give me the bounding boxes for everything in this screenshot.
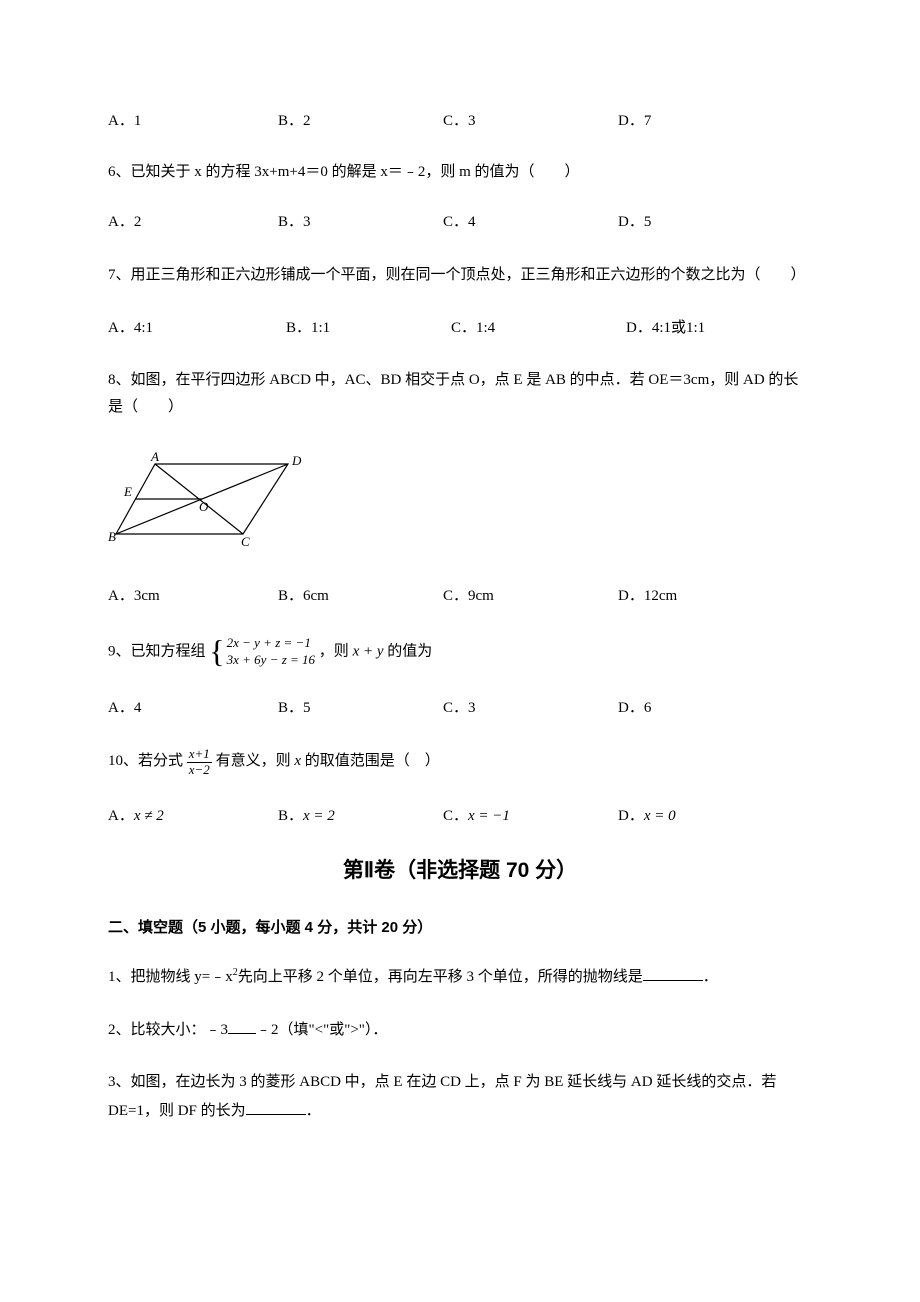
svg-text:B: B — [108, 529, 116, 544]
q6-opt-b: B．3 — [278, 211, 443, 234]
q8-text: 8、如图，在平行四边形 ABCD 中，AC、BD 相交于点 O，点 E 是 AB… — [108, 367, 812, 421]
q8-options: A．3cm B．6cm C．9cm D．12cm — [108, 585, 812, 608]
f1-end: ． — [703, 969, 718, 985]
fill-2: 2、比较大小：﹣3 ﹣2（填"<"或">"）． — [108, 1016, 812, 1045]
q8-opt-b: B．6cm — [278, 585, 443, 608]
q9-opt-b: B．5 — [278, 697, 443, 720]
q9-options: A．4 B．5 C．3 D．6 — [108, 697, 812, 720]
q10-suffix: 有意义，则 — [216, 754, 291, 770]
q7-opt-c: C．1:4 — [451, 317, 626, 340]
f3-blank — [246, 1100, 306, 1115]
q10-opt-d: D．x = 0 — [618, 805, 676, 828]
q10-prefix: 10、若分式 — [108, 754, 183, 770]
q9-expr: x + y — [353, 643, 384, 659]
q10-frac-top: x+1 — [187, 747, 212, 762]
parallelogram-icon: A D B C E O — [108, 449, 308, 549]
q10-frac-bot: x−2 — [187, 763, 212, 777]
fill-1: 1、把抛物线 y=﹣x2先向上平移 2 个单位，再向左平移 3 个单位，所得的抛… — [108, 963, 812, 992]
q7-opt-d: D．4:1或1:1 — [626, 317, 705, 340]
q6-opt-c: C．4 — [443, 211, 618, 234]
q9-opt-a: A．4 — [108, 697, 278, 720]
fill-3: 3、如图，在边长为 3 的菱形 ABCD 中，点 E 在边 CD 上，点 F 为… — [108, 1068, 812, 1125]
svg-text:A: A — [150, 449, 159, 464]
q10-opt-a: A．x ≠ 2 — [108, 805, 278, 828]
brace-icon: { — [209, 637, 224, 666]
q5-opt-c: C．3 — [443, 110, 618, 133]
q7-opt-a: A．4:1 — [108, 317, 286, 340]
q10-opt-c: C．x = −1 — [443, 805, 618, 828]
q10-var: x — [294, 754, 301, 770]
section-2-title: 第Ⅱ卷（非选择题 70 分） — [108, 855, 812, 887]
q9-eq1: 2x − y + z = −1 — [227, 635, 315, 652]
q8-opt-d: D．12cm — [618, 585, 677, 608]
q7-options: A．4:1 B．1:1 C．1:4 D．4:1或1:1 — [108, 317, 812, 340]
fill-heading: 二、填空题（5 小题，每小题 4 分，共计 20 分） — [108, 917, 812, 940]
q5-opt-a: A．1 — [108, 110, 278, 133]
q9-text: 9、已知方程组 { 2x − y + z = −1 3x + 6y − z = … — [108, 635, 812, 669]
q9-mid: ，则 — [319, 643, 349, 659]
q7-opt-b: B．1:1 — [286, 317, 451, 340]
q9-system: { 2x − y + z = −1 3x + 6y − z = 16 — [209, 635, 315, 669]
svg-text:C: C — [241, 534, 250, 549]
q10-options: A．x ≠ 2 B．x = 2 C．x = −1 D．x = 0 — [108, 805, 812, 828]
f1-blank — [643, 966, 703, 981]
q6-options: A．2 B．3 C．4 D．5 — [108, 211, 812, 234]
q10-fraction: x+1 x−2 — [187, 747, 212, 777]
f3-text: 3、如图，在边长为 3 的菱形 ABCD 中，点 E 在边 CD 上，点 F 为… — [108, 1074, 776, 1119]
q8-opt-a: A．3cm — [108, 585, 278, 608]
f2-blank — [228, 1019, 256, 1034]
f1-suffix: 先向上平移 2 个单位，再向左平移 3 个单位，所得的抛物线是 — [238, 969, 643, 985]
svg-text:E: E — [123, 484, 132, 499]
q5-opt-b: B．2 — [278, 110, 443, 133]
q9-eq2: 3x + 6y − z = 16 — [227, 652, 315, 669]
q10-text: 10、若分式 x+1 x−2 有意义，则 x 的取值范围是（ ） — [108, 747, 812, 777]
svg-text:D: D — [291, 453, 302, 468]
f2-prefix: 2、比较大小：﹣3 — [108, 1022, 228, 1038]
q9-suffix: 的值为 — [387, 643, 432, 659]
q8-diagram: A D B C E O — [108, 449, 812, 557]
q5-opt-d: D．7 — [618, 110, 651, 133]
q10-tail: 的取值范围是（ ） — [305, 754, 440, 770]
q8-opt-c: C．9cm — [443, 585, 618, 608]
q7-text: 7、用正三角形和正六边形铺成一个平面，则在同一个顶点处，正三角形和正六边形的个数… — [108, 262, 812, 289]
f3-end: ． — [306, 1103, 321, 1119]
svg-text:O: O — [199, 499, 209, 514]
q10-opt-b: B．x = 2 — [278, 805, 443, 828]
q6-opt-a: A．2 — [108, 211, 278, 234]
q6-text: 6、已知关于 x 的方程 3x+m+4＝0 的解是 x＝﹣2，则 m 的值为（ … — [108, 161, 812, 184]
q6-opt-d: D．5 — [618, 211, 651, 234]
f2-mid: ﹣2（填"<"或">"）． — [256, 1022, 387, 1038]
q5-options: A．1 B．2 C．3 D．7 — [108, 110, 812, 133]
q9-opt-c: C．3 — [443, 697, 618, 720]
q9-opt-d: D．6 — [618, 697, 651, 720]
q9-prefix: 9、已知方程组 — [108, 643, 206, 659]
f1-prefix: 1、把抛物线 y=﹣x — [108, 969, 233, 985]
